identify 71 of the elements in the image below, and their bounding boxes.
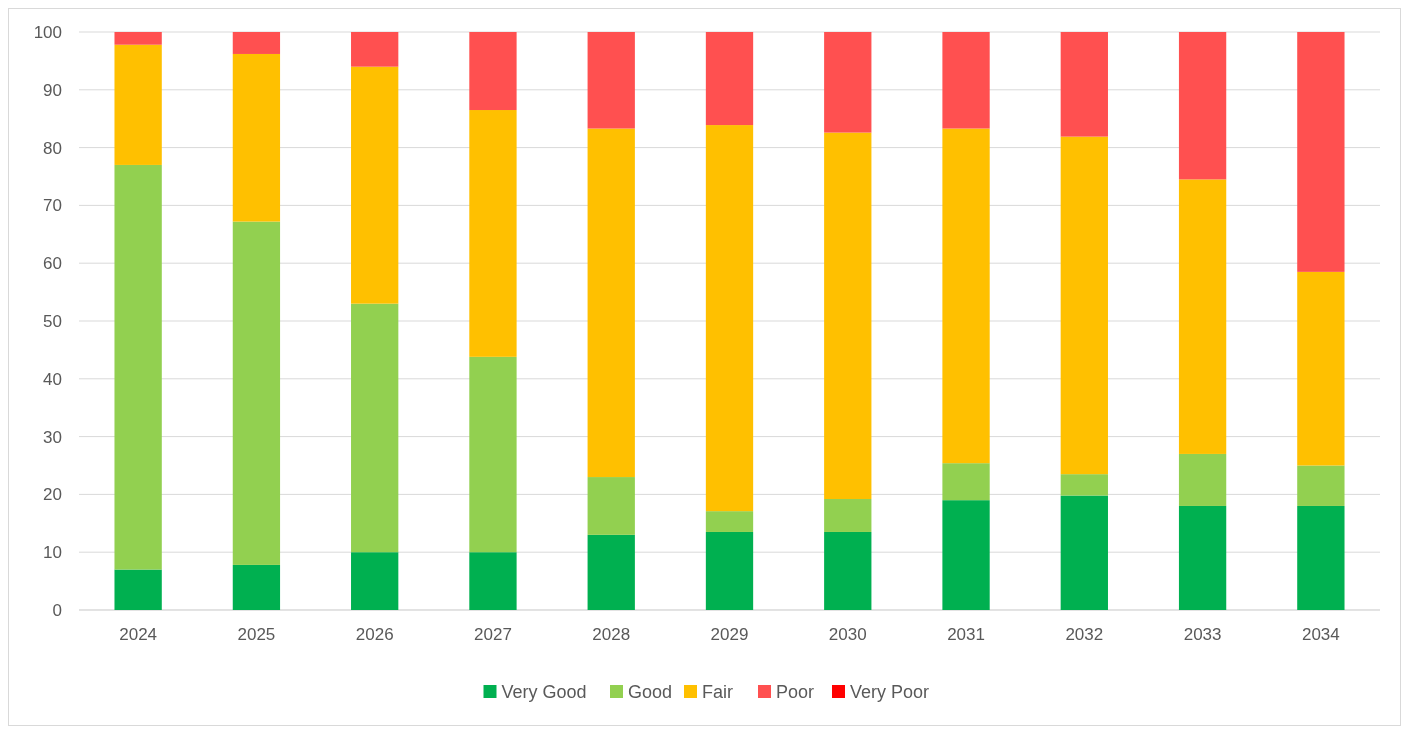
bar <box>942 500 990 610</box>
bar <box>1297 465 1345 506</box>
bar <box>351 32 399 67</box>
bar <box>1060 136 1108 475</box>
bar <box>1178 505 1227 610</box>
y-tick-label: 30 <box>43 427 62 447</box>
bar <box>232 221 281 565</box>
bar <box>114 569 162 610</box>
x-tick-label: 2034 <box>1301 625 1340 644</box>
bar <box>1060 474 1108 496</box>
bar <box>114 44 162 165</box>
bar <box>587 477 635 535</box>
y-tick-label: 50 <box>43 311 62 331</box>
y-tick-label: 40 <box>43 369 62 389</box>
y-tick-label: 20 <box>43 485 62 505</box>
bar <box>705 531 754 610</box>
x-tick-label: 2028 <box>592 625 631 644</box>
bar <box>705 32 754 126</box>
x-tick-label: 2031 <box>947 625 985 644</box>
bar <box>469 110 517 357</box>
bar <box>705 511 754 532</box>
bar <box>232 564 281 610</box>
bar <box>587 534 635 610</box>
bar <box>114 164 162 570</box>
x-tick-label: 2029 <box>710 625 749 644</box>
bar <box>824 531 872 610</box>
bar <box>469 552 517 610</box>
x-tick-label: 2027 <box>474 625 512 644</box>
y-tick-label: 100 <box>33 22 62 42</box>
bar <box>1297 505 1345 610</box>
x-tick-label: 2030 <box>828 625 867 644</box>
bar <box>824 132 872 500</box>
bar <box>1297 32 1345 272</box>
bar <box>942 128 990 464</box>
bar <box>1178 453 1227 506</box>
x-tick-label: 2033 <box>1183 625 1222 644</box>
bar <box>232 32 281 54</box>
y-tick-label: 90 <box>43 80 62 100</box>
x-tick-label: 2032 <box>1065 625 1104 644</box>
legend-label: Very Good <box>501 682 587 703</box>
bar <box>469 32 517 111</box>
bar <box>1060 495 1108 610</box>
bar <box>1060 32 1108 137</box>
bar <box>587 32 635 129</box>
bar <box>824 499 872 532</box>
y-tick-label: 0 <box>52 600 62 620</box>
legend-label: Fair <box>702 682 733 703</box>
bar <box>351 66 399 304</box>
bar <box>1178 179 1227 454</box>
bar <box>351 552 399 610</box>
y-tick-label: 70 <box>43 196 62 216</box>
bar <box>942 463 990 501</box>
x-tick-label: 2025 <box>237 625 276 644</box>
bar <box>351 303 399 553</box>
bar <box>1178 32 1227 180</box>
bar <box>824 32 872 133</box>
bar <box>942 32 990 129</box>
bar <box>705 125 754 512</box>
y-tick-label: 60 <box>43 254 62 274</box>
legend-label: Poor <box>776 682 815 703</box>
bar <box>587 128 635 478</box>
bar <box>232 53 281 222</box>
x-tick-label: 2026 <box>355 625 394 644</box>
legend-label: Very Poor <box>850 682 930 703</box>
bar <box>1297 271 1345 466</box>
legend-label: Good <box>628 682 673 703</box>
bar <box>469 356 517 553</box>
bar <box>114 32 162 45</box>
y-tick-label: 10 <box>43 543 62 563</box>
y-tick-label: 80 <box>43 138 62 158</box>
x-tick-label: 2024 <box>119 625 158 644</box>
